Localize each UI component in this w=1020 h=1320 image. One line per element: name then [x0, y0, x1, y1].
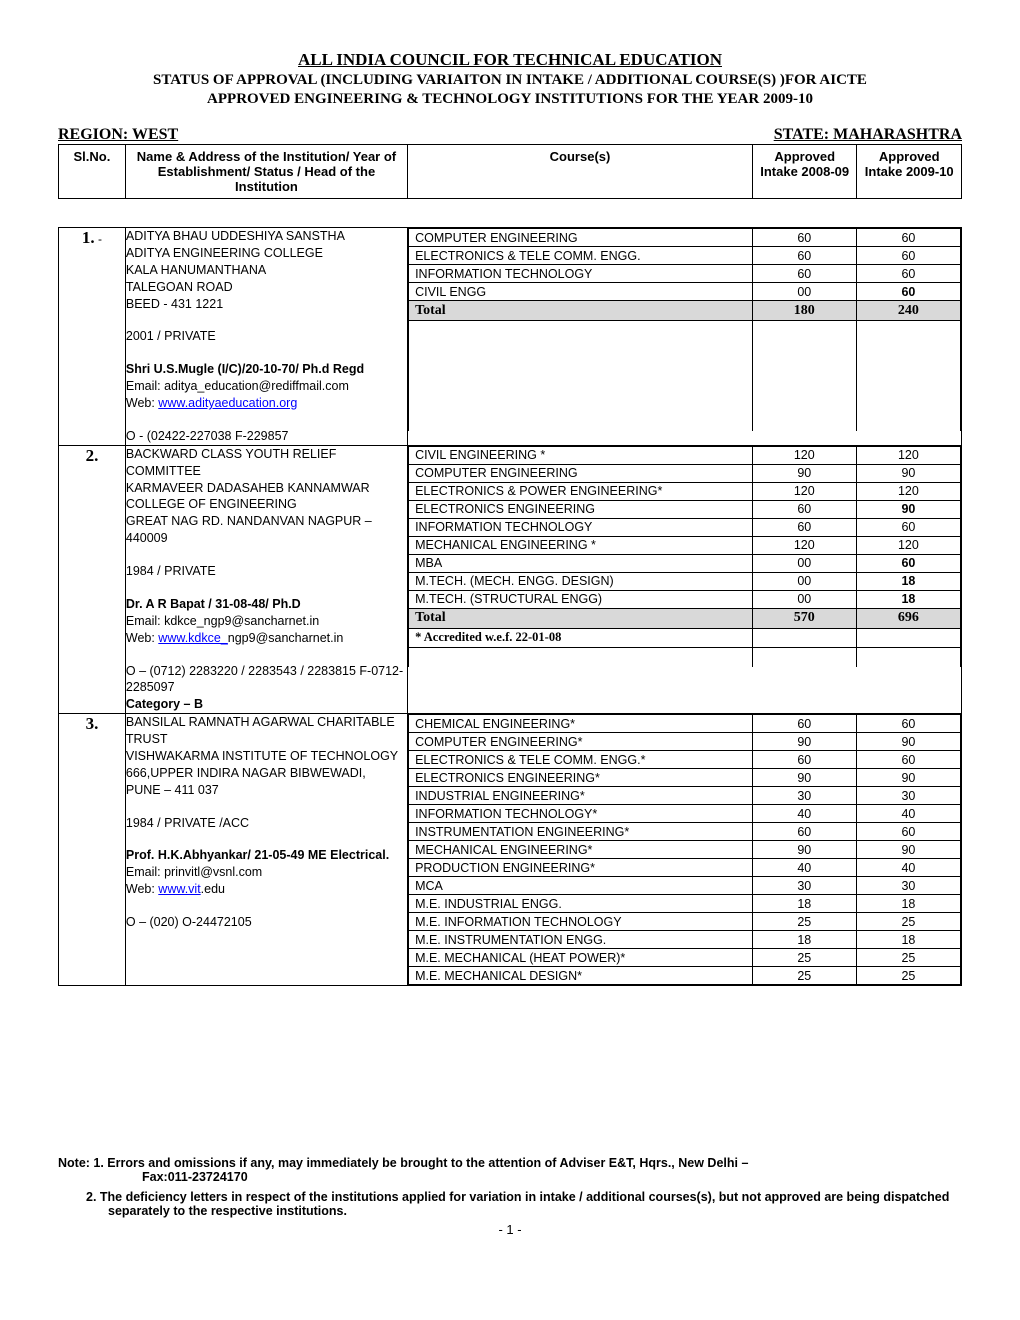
course-row: M.E. INFORMATION TECHNOLOGY2525 — [409, 913, 961, 931]
institution-cell: BANSILAL RAMNATH AGARWAL CHARITABLE TRUS… — [125, 714, 407, 986]
course-row: INFORMATION TECHNOLOGY*4040 — [409, 805, 961, 823]
region-label: REGION: WEST — [58, 126, 178, 144]
header-slno: Sl.No. — [59, 145, 126, 199]
header-intake-2009: Approved Intake 2009-10 — [857, 145, 962, 199]
filler-row — [409, 321, 961, 431]
course-row: INSTRUMENTATION ENGINEERING*6060 — [409, 823, 961, 841]
header-table: Sl.No. Name & Address of the Institution… — [58, 144, 962, 199]
course-row: CHEMICAL ENGINEERING*6060 — [409, 715, 961, 733]
course-row: ELECTRONICS ENGINEERING*9090 — [409, 769, 961, 787]
filler-row — [409, 647, 961, 667]
course-row: M.E. INDUSTRIAL ENGG.1818 — [409, 895, 961, 913]
header-row: Sl.No. Name & Address of the Institution… — [59, 145, 962, 199]
footer-note-1: Note: 1. Errors and omissions if any, ma… — [58, 1156, 962, 1184]
course-row: COMPUTER ENGINEERING*9090 — [409, 733, 961, 751]
header-courses: Course(s) — [408, 145, 753, 199]
slno-cell: 2. — [59, 445, 126, 713]
header-institution: Name & Address of the Institution/ Year … — [125, 145, 407, 199]
courses-table: COMPUTER ENGINEERING6060ELECTRONICS & TE… — [408, 228, 961, 431]
main-table: 1. -ADITYA BHAU UDDESHIYA SANSTHAADITYA … — [58, 227, 962, 986]
course-row: ELECTRONICS ENGINEERING6090 — [409, 500, 961, 518]
course-row: M.TECH. (MECH. ENGG. DESIGN)0018 — [409, 572, 961, 590]
footer: Note: 1. Errors and omissions if any, ma… — [58, 1156, 962, 1218]
course-row: MCA3030 — [409, 877, 961, 895]
course-row: COMPUTER ENGINEERING6060 — [409, 229, 961, 247]
page-title-1: ALL INDIA COUNCIL FOR TECHNICAL EDUCATIO… — [58, 50, 962, 70]
accredited-row: * Accredited w.e.f. 22-01-08 — [409, 628, 961, 647]
course-row: CIVIL ENGINEERING *120120 — [409, 446, 961, 464]
courses-cell: CHEMICAL ENGINEERING*6060COMPUTER ENGINE… — [408, 714, 962, 986]
course-row: M.E. MECHANICAL DESIGN*2525 — [409, 967, 961, 985]
institution-cell: ADITYA BHAU UDDESHIYA SANSTHAADITYA ENGI… — [125, 228, 407, 446]
course-row: INFORMATION TECHNOLOGY6060 — [409, 518, 961, 536]
course-row: COMPUTER ENGINEERING9090 — [409, 464, 961, 482]
courses-table: CIVIL ENGINEERING *120120COMPUTER ENGINE… — [408, 446, 961, 668]
course-row: M.E. INSTRUMENTATION ENGG.1818 — [409, 931, 961, 949]
institution-cell: BACKWARD CLASS YOUTH RELIEF COMMITTEEKAR… — [125, 445, 407, 713]
courses-cell: COMPUTER ENGINEERING6060ELECTRONICS & TE… — [408, 228, 962, 446]
course-row: CIVIL ENGG0060 — [409, 283, 961, 301]
table-row: 2.BACKWARD CLASS YOUTH RELIEF COMMITTEEK… — [59, 445, 962, 713]
course-row: ELECTRONICS & TELE COMM. ENGG.*6060 — [409, 751, 961, 769]
slno-cell: 3. — [59, 714, 126, 986]
course-row: MBA0060 — [409, 554, 961, 572]
total-row: Total180240 — [409, 301, 961, 321]
page-title-2: STATUS OF APPROVAL (INCLUDING VARIAITON … — [58, 72, 962, 89]
page-title-3: APPROVED ENGINEERING & TECHNOLOGY INSTIT… — [58, 91, 962, 108]
course-row: MECHANICAL ENGINEERING *120120 — [409, 536, 961, 554]
page-number: - 1 - — [58, 1222, 962, 1237]
course-row: ELECTRONICS & TELE COMM. ENGG.6060 — [409, 247, 961, 265]
web-link[interactable]: www.adityaeducation.org — [158, 396, 297, 410]
header-intake-2008: Approved Intake 2008-09 — [752, 145, 857, 199]
table-row: 1. -ADITYA BHAU UDDESHIYA SANSTHAADITYA … — [59, 228, 962, 446]
course-row: M.TECH. (STRUCTURAL ENGG)0018 — [409, 590, 961, 608]
course-row: M.E. MECHANICAL (HEAT POWER)*2525 — [409, 949, 961, 967]
table-row: 3.BANSILAL RAMNATH AGARWAL CHARITABLE TR… — [59, 714, 962, 986]
courses-cell: CIVIL ENGINEERING *120120COMPUTER ENGINE… — [408, 445, 962, 713]
web-link[interactable]: www.vit — [158, 882, 200, 896]
total-row: Total570696 — [409, 608, 961, 628]
footer-note-2: 2. The deficiency letters in respect of … — [58, 1190, 962, 1218]
state-label: STATE: MAHARASHTRA — [774, 126, 962, 144]
course-row: INFORMATION TECHNOLOGY6060 — [409, 265, 961, 283]
course-row: ELECTRONICS & POWER ENGINEERING*120120 — [409, 482, 961, 500]
course-row: INDUSTRIAL ENGINEERING*3030 — [409, 787, 961, 805]
web-link[interactable]: www.kdkce_ — [158, 631, 227, 645]
course-row: PRODUCTION ENGINEERING*4040 — [409, 859, 961, 877]
course-row: MECHANICAL ENGINEERING*9090 — [409, 841, 961, 859]
slno-cell: 1. - — [59, 228, 126, 446]
courses-table: CHEMICAL ENGINEERING*6060COMPUTER ENGINE… — [408, 714, 961, 985]
region-state-bar: REGION: WEST STATE: MAHARASHTRA — [58, 126, 962, 144]
